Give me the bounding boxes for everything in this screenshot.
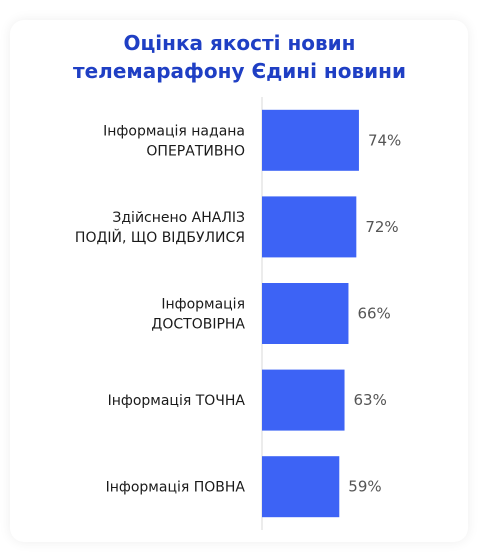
value-label-5: 59% bbox=[348, 478, 381, 496]
value-label-4: 63% bbox=[354, 391, 387, 409]
bar-2 bbox=[262, 196, 357, 258]
category-label-1: Інформація надана ОПЕРАТИВНО bbox=[103, 123, 245, 159]
value-label-2: 72% bbox=[365, 218, 398, 236]
category-label-1-line-2: ОПЕРАТИВНО bbox=[146, 143, 245, 159]
category-label-2: Здійснено АНАЛІЗ ПОДІЙ, ЩО ВІДБУЛИСЯ bbox=[75, 210, 245, 246]
category-label-4-line-1: Інформація ТОЧНА bbox=[108, 393, 246, 409]
category-label-5-line-1: Інформація ПОВНА bbox=[106, 480, 246, 496]
bar-3 bbox=[262, 283, 349, 344]
bar-1 bbox=[262, 109, 359, 171]
chart-card bbox=[10, 20, 468, 542]
category-label-4: Інформація ТОЧНА bbox=[108, 393, 246, 409]
category-label-3-line-2: ДОСТОВІРНА bbox=[151, 317, 245, 333]
category-label-3: Інформація ДОСТОВІРНА bbox=[151, 297, 245, 333]
chart-title-line-1: Оцінка якості новин bbox=[123, 31, 356, 55]
category-label-5: Інформація ПОВНА bbox=[106, 480, 246, 496]
category-label-2-line-1: Здійснено АНАЛІЗ bbox=[112, 210, 245, 226]
bar-4 bbox=[262, 369, 345, 431]
category-label-2-line-2: ПОДІЙ, ЩО ВІДБУЛИСЯ bbox=[75, 228, 245, 246]
category-label-3-line-1: Інформація bbox=[161, 297, 245, 313]
value-label-3: 66% bbox=[357, 305, 390, 323]
bar-5 bbox=[262, 456, 340, 518]
category-label-1-line-1: Інформація надана bbox=[103, 123, 245, 139]
value-label-1: 74% bbox=[368, 131, 401, 149]
chart-title: Оцінка якості новин телемарафону Єдині н… bbox=[0, 29, 479, 85]
chart-title-line-2: телемарафону Єдині новини bbox=[73, 59, 406, 83]
